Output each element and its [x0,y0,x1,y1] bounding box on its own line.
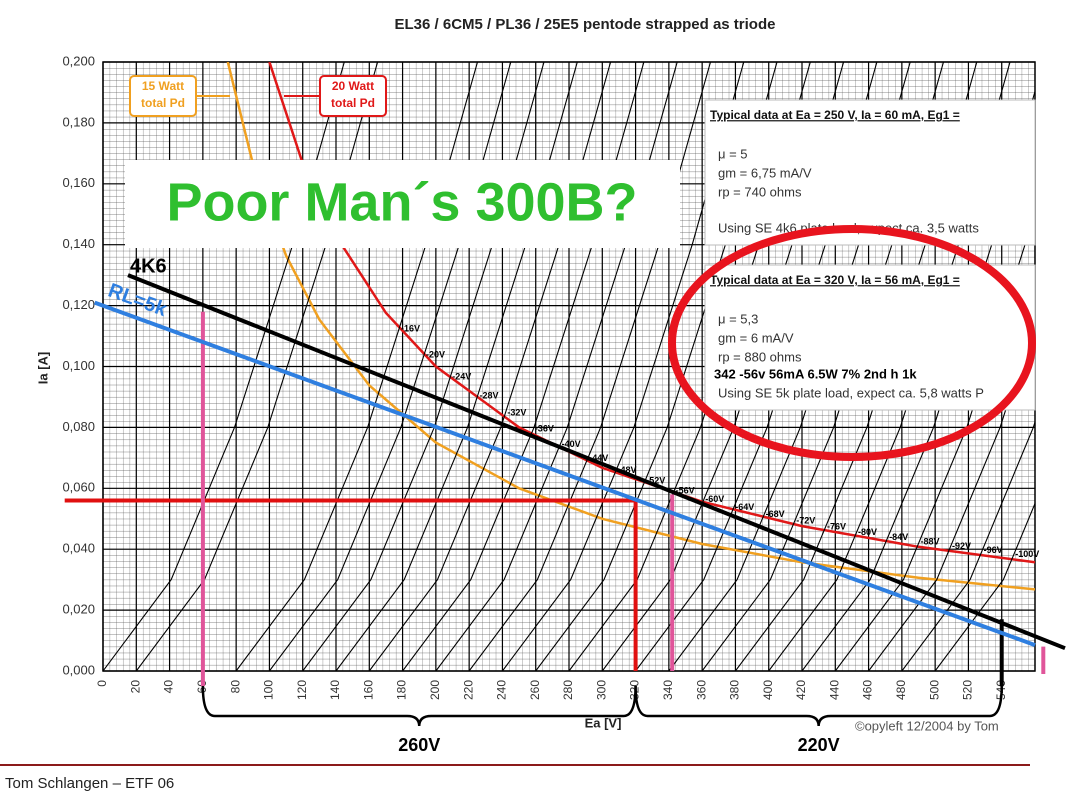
x-tick-label: 440 [827,680,841,700]
x-tick-label: 240 [495,680,509,700]
plate-curve [901,420,1035,671]
info-line: μ = 5 [718,146,748,161]
highlight-ellipse [668,225,1036,461]
footer: Tom Schlangen – ETF 06 [5,775,174,792]
curve-label: -56V [676,485,695,495]
y-tick-label: 0,180 [62,114,95,129]
bracket-label: 220V [798,735,840,755]
x-tick-label: 280 [561,680,575,700]
curve-label: -16V [401,324,420,334]
info-line: gm = 6 mA/V [718,330,794,345]
load-line [94,300,1036,647]
curve-label: -52V [646,476,665,486]
curve-label: -84V [889,532,908,542]
y-tick-label: 0,160 [62,175,95,190]
y-tick-label: 0,040 [62,541,95,556]
power-label: 20 Watt [332,79,374,93]
x-tick-label: 400 [761,680,775,700]
x-tick-label: 220 [461,680,475,700]
plate-curve [868,316,1035,671]
note: 342 -56v 56mA 6.5W 7% 2nd h 1k [714,366,917,381]
curve-label: -60V [705,494,724,504]
x-tick-label: 520 [961,680,975,700]
curve-label: -88V [921,537,940,547]
curve-label: -44V [589,453,608,463]
y-tick-label: 0,060 [62,480,95,495]
curve-label: -40V [562,439,581,449]
x-tick-label: 500 [927,680,941,700]
y-tick-label: 0,120 [62,297,95,312]
x-tick-label: 360 [694,680,708,700]
x-tick-label: 120 [295,680,309,700]
info-heading: Typical data at Ea = 320 V, Ia = 56 mA, … [710,273,960,287]
curve-label: -80V [858,527,877,537]
headline: Poor Man´s 300B? [166,172,637,232]
x-tick-label: 200 [428,680,442,700]
curve-label: -96V [984,545,1003,555]
info-line: rp = 880 ohms [718,349,802,364]
y-tick-label: 0,000 [62,662,95,677]
plate-curve [934,502,1035,671]
headline-box [125,160,680,248]
bracket [634,685,1003,727]
power-label: 15 Watt [142,79,184,93]
info-heading: Typical data at Ea = 250 V, Ia = 60 mA, … [710,108,960,122]
x-tick-label: 100 [262,680,276,700]
curve-label: -100V [1015,549,1039,559]
info-line: μ = 5,3 [718,311,758,326]
curve-label: -92V [952,541,971,551]
x-tick-label: 300 [594,680,608,700]
x-tick-label: 480 [894,680,908,700]
info-line: Using SE 5k plate load, expect ca. 5,8 w… [718,385,984,400]
x-axis-label: Ea [V] [585,715,622,730]
power-label: total Pd [141,96,185,110]
x-tick-label: 420 [794,680,808,700]
y-axis-label: Ia [A] [35,352,50,385]
x-tick-label: 40 [162,680,176,694]
y-tick-label: 0,020 [62,602,95,617]
x-tick-label: 460 [861,680,875,700]
load-line-label: 4K6 [130,255,167,277]
info-line: gm = 6,75 mA/V [718,165,812,180]
x-tick-label: 140 [328,680,342,700]
overlay: 0V-4V-16V-20V-24V-28V-32V-36V-40V-44V-48… [64,75,1066,755]
curve-label: -72V [796,515,815,525]
x-tick-label: 340 [661,680,675,700]
y-tick-label: 0,140 [62,236,95,251]
x-tick-label: 180 [395,680,409,700]
y-tick-label: 0,080 [62,419,95,434]
info-box [704,99,1036,246]
curve-label: -24V [452,372,471,382]
bracket-label: 260V [398,735,440,755]
x-tick-label: 260 [528,680,542,700]
x-tick-label: 80 [228,680,242,694]
curve-label: -68V [766,509,785,519]
x-tick-label: 380 [728,680,742,700]
curve-label: -20V [426,349,445,359]
curve-label: -36V [535,424,554,434]
copyright: ©opyleft 12/2004 by Tom [855,718,999,733]
load-line [127,273,1066,651]
y-tick-label: 0,200 [62,53,95,68]
y-tick-label: 0,100 [62,358,95,373]
curve-label: -64V [735,502,754,512]
curve-label: -48V [617,465,636,475]
x-tick-label: 0 [95,680,109,687]
info-line: rp = 740 ohms [718,184,802,199]
curve-label: -76V [827,521,846,531]
curve-label: -32V [507,407,526,417]
power-label: total Pd [331,96,375,110]
bracket [201,685,637,727]
x-tick-label: 160 [361,680,375,700]
chart-title: EL36 / 6CM5 / PL36 / 25E5 pentode strapp… [395,16,776,33]
curve-label: -28V [479,391,498,401]
x-tick-label: 20 [128,680,142,694]
